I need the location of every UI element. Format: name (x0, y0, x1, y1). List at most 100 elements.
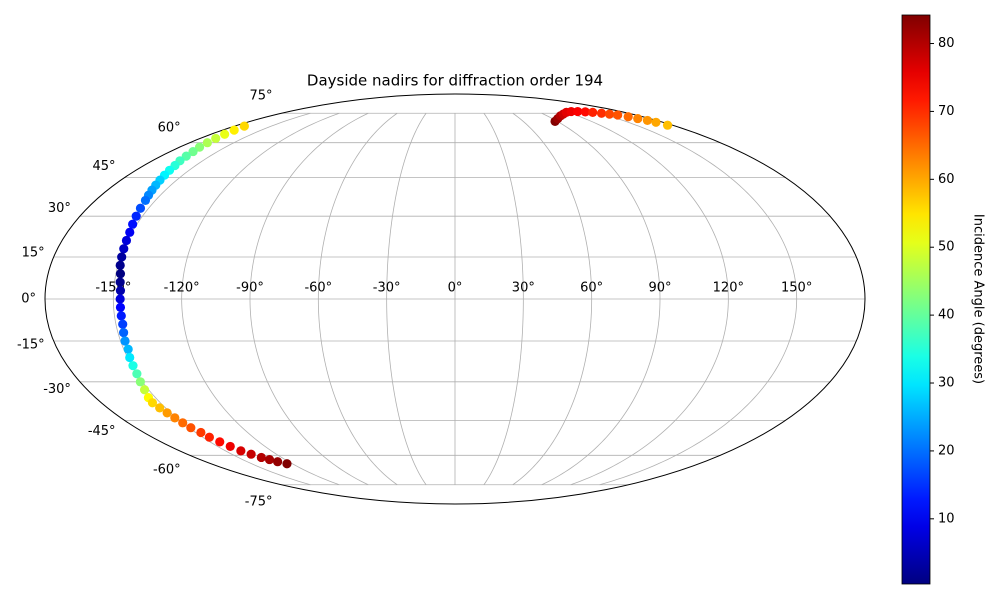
data-point (204, 432, 214, 442)
y-tick-label: -45° (88, 424, 116, 439)
y-tick-label: 75° (249, 89, 272, 104)
x-tick-label: -120° (164, 281, 200, 296)
data-point (115, 260, 125, 270)
data-point (162, 408, 172, 418)
data-point (220, 129, 230, 139)
x-tick-label: -60° (304, 281, 332, 296)
meridian-grid-line (570, 112, 729, 486)
data-point (662, 120, 673, 130)
data-point (196, 427, 206, 438)
data-point (566, 106, 576, 117)
y-tick-label: 30° (48, 201, 71, 216)
data-point (120, 336, 130, 346)
meridian-grid-line (181, 112, 340, 486)
data-point (116, 311, 126, 321)
meridian-grid-line (386, 113, 427, 485)
data-point (596, 108, 607, 118)
data-point (211, 133, 221, 144)
data-point (115, 285, 126, 296)
plot-area: -150° -120° -90° -60° -30° 0° 30° 60° 90° 120° 150… (17, 89, 866, 509)
y-tick-label: -60° (153, 462, 181, 477)
meridian-grid-line (112, 112, 311, 486)
data-point (202, 138, 212, 148)
data-point (588, 107, 598, 118)
meridian-grid-line (541, 112, 661, 486)
meridian-grid-line (599, 112, 798, 486)
y-tick-label: 45° (93, 159, 116, 174)
meridian-grid-line (317, 112, 398, 486)
data-point (121, 235, 132, 246)
data-point (186, 423, 196, 433)
y-tick-label: -15° (17, 337, 45, 352)
data-point (115, 302, 126, 313)
x-tick-label: 150° (781, 281, 812, 296)
map-border (44, 93, 866, 505)
data-point (140, 195, 151, 206)
data-point (573, 106, 583, 117)
x-tick-label: 90° (648, 281, 671, 296)
data-point (119, 244, 129, 254)
y-tick-label: 0° (21, 292, 36, 307)
data-point (613, 110, 623, 120)
x-tick-label: -30° (373, 281, 401, 296)
meridian-grid-line (483, 113, 524, 485)
data-point (135, 377, 145, 387)
data-point (155, 403, 165, 413)
data-point (147, 398, 158, 408)
data-point (115, 294, 125, 304)
meridian-grid-line (512, 112, 593, 486)
colorbar-tick-label: 20 (938, 443, 955, 458)
data-point (633, 113, 643, 124)
chart-title: Dayside nadirs for diffraction order 194 (307, 72, 603, 90)
data-point (118, 319, 128, 329)
colorbar (901, 14, 931, 585)
data-point (178, 418, 188, 428)
y-tick-label: -30° (43, 382, 71, 397)
data-point (131, 211, 141, 221)
x-tick-label: -150° (95, 281, 131, 296)
data-point (118, 328, 129, 338)
data-point (132, 369, 142, 379)
data-point (170, 413, 180, 423)
data-point (181, 151, 191, 161)
x-tick-label: 60° (580, 281, 603, 296)
data-point (225, 441, 235, 452)
colorbar-tick-label: 10 (938, 511, 955, 526)
data-point (128, 361, 138, 371)
data-point (604, 109, 615, 119)
meridian-grid-line (249, 112, 369, 486)
colorbar-tick-label: 70 (938, 104, 955, 119)
data-point (623, 112, 633, 122)
x-tick-label: 30° (512, 281, 535, 296)
data-point (215, 437, 225, 447)
colorbar-tick-label: 50 (938, 240, 955, 255)
data-point (642, 115, 653, 126)
data-point (256, 452, 266, 463)
data-point (125, 227, 135, 237)
data-point (264, 454, 275, 465)
y-tick-label: 60° (158, 121, 181, 136)
colorbar-tick-label: 40 (938, 308, 955, 323)
data-point (236, 446, 246, 456)
data-point (135, 203, 146, 213)
data-point (246, 449, 256, 459)
data-point (123, 344, 133, 354)
data-point (194, 142, 205, 152)
y-tick-label: 15° (22, 246, 45, 261)
colorbar-tick-label: 30 (938, 376, 955, 391)
colorbar-tick-label: 60 (938, 172, 955, 187)
data-point (115, 277, 125, 287)
x-tick-label: 120° (713, 281, 744, 296)
colorbar-label: Incidence Angle (degrees) (971, 214, 986, 384)
data-point (128, 219, 138, 229)
data-point (282, 459, 292, 469)
data-point (229, 125, 239, 135)
data-point (115, 269, 126, 279)
data-point (651, 117, 661, 127)
data-point (273, 457, 283, 467)
data-point (188, 146, 198, 157)
data-point (117, 252, 127, 262)
x-tick-label: 0° (448, 281, 463, 296)
